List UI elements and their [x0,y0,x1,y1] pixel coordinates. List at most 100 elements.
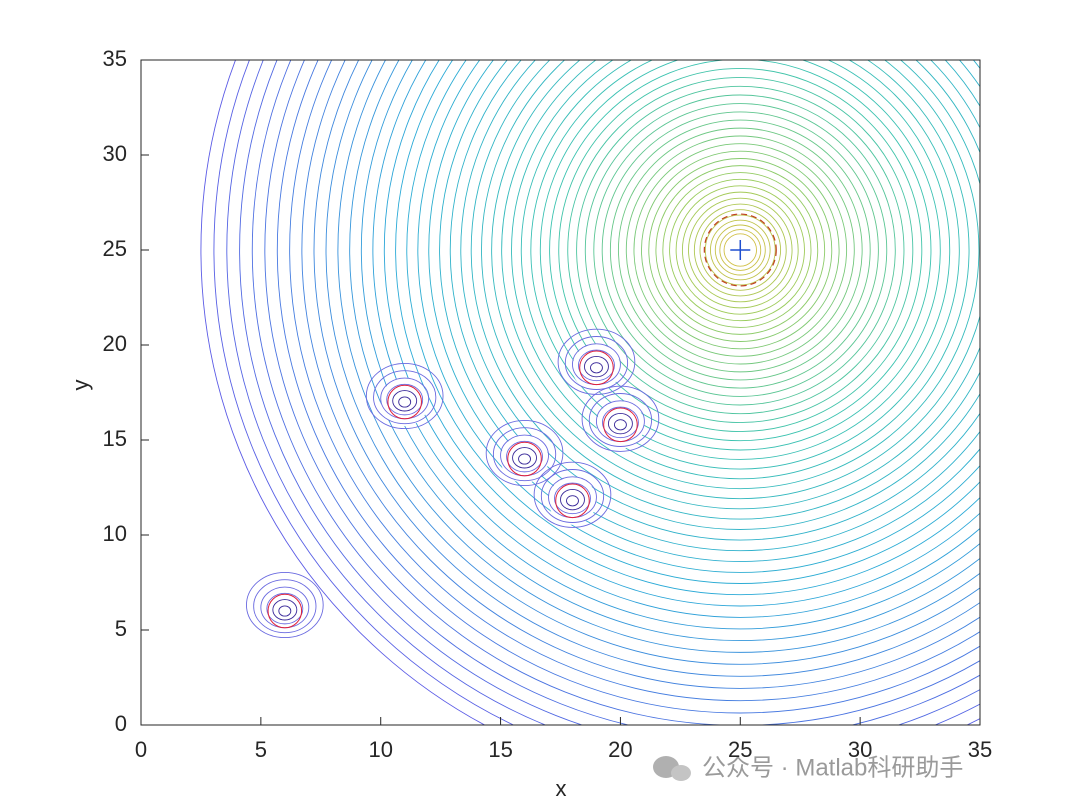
obstacle-contour [365,362,444,430]
obstacle-contour [540,469,605,523]
axes-box [140,59,981,726]
contour-line [372,60,980,618]
contour-line [395,60,980,596]
contour-line [289,60,980,701]
contour-line [688,197,793,303]
x-tick-label: 20 [608,737,632,762]
contour-line [675,185,805,315]
obstacle-contour [373,370,437,425]
y-tick-label: 15 [103,426,127,451]
contour-line [669,178,812,322]
contour-line [276,60,980,714]
obstacle-contour [607,412,633,435]
contour-line [558,68,923,432]
obstacle-contour [557,328,636,395]
obstacle-contour [518,453,531,465]
obstacle-contour [392,390,418,412]
obstacle-contour [253,579,317,634]
obstacle-contour [588,393,653,447]
y-tick-label: 10 [103,521,127,546]
obstacle-contour [581,385,660,452]
contour-line [633,143,848,357]
contour-line [481,60,980,510]
contour-line [213,60,980,725]
watermark-icon [653,756,691,781]
contour-line [530,60,951,460]
contour-line [200,60,487,725]
contour-line [710,219,771,281]
x-tick-label: 15 [488,737,512,762]
obstacle-contour [386,383,424,416]
contour-line [491,60,980,500]
contour-line [693,203,787,297]
x-tick-label: 35 [968,737,992,762]
contour-line [226,60,980,725]
contour-line [593,103,888,397]
y-tick-label: 35 [103,46,127,71]
obstacle-boundary [603,407,638,443]
contour-line [301,60,980,689]
watermark: 公众号 · Matlab科研助手 [702,754,963,781]
obstacle-contour [506,440,543,473]
obstacle-boundary [387,384,422,420]
obstacle-contour [566,495,579,507]
contour-line [337,60,980,653]
contour-line [239,60,980,725]
y-tick-label: 25 [103,236,127,261]
contour-line [617,127,863,373]
contour-line [641,150,840,350]
obstacle-contour [272,599,298,621]
y-tick-label: 5 [115,616,127,641]
contour-line [511,60,970,480]
contour-line [325,60,980,665]
contour-line [501,60,980,490]
x-tick-label: 25 [728,737,752,762]
x-axis-label: x [556,776,567,801]
goal-radius [703,213,777,287]
obstacle-contour [266,592,304,625]
obstacle-contour [602,406,639,439]
obstacle-contour [613,419,627,431]
contour-line [584,94,896,406]
contour-line [714,224,766,276]
plot-area [200,60,980,725]
obstacle-contour [578,349,615,382]
contour-line [439,60,980,552]
contour-line [349,60,980,641]
contour-line [313,60,980,677]
obstacle-contour [533,461,612,528]
contour-line [648,158,833,342]
contour-line [520,60,960,470]
y-tick-label: 0 [115,711,127,736]
contour-line [539,60,941,451]
contour-line [264,60,980,725]
x-tick-label: 5 [255,737,267,762]
contour-line [567,77,914,423]
contour-line [723,233,757,267]
contour-line [576,85,905,415]
contour-line [601,111,879,389]
contour-line [662,172,819,328]
obstacle-boundary [555,483,590,519]
contour-line [360,60,980,630]
obstacle-contour [512,447,537,469]
obstacle-boundary [507,441,542,477]
obstacle-contour [564,336,629,390]
contour-line [549,60,932,442]
obstacle-contour [554,482,591,515]
contour-line [655,165,826,335]
x-tick-label: 10 [368,737,392,762]
contour-line [383,60,980,607]
contour-line [470,60,980,520]
obstacle-contour [590,362,603,374]
obstacle-boundary [579,350,614,386]
contour-line [719,229,762,271]
contour-line [406,60,980,584]
x-tick-label: 0 [135,737,147,762]
contour-line [625,135,855,365]
obstacle-contour [246,571,324,639]
contour-line [428,60,980,562]
y-axis-label: y [68,380,93,391]
goal-marker [730,240,751,260]
